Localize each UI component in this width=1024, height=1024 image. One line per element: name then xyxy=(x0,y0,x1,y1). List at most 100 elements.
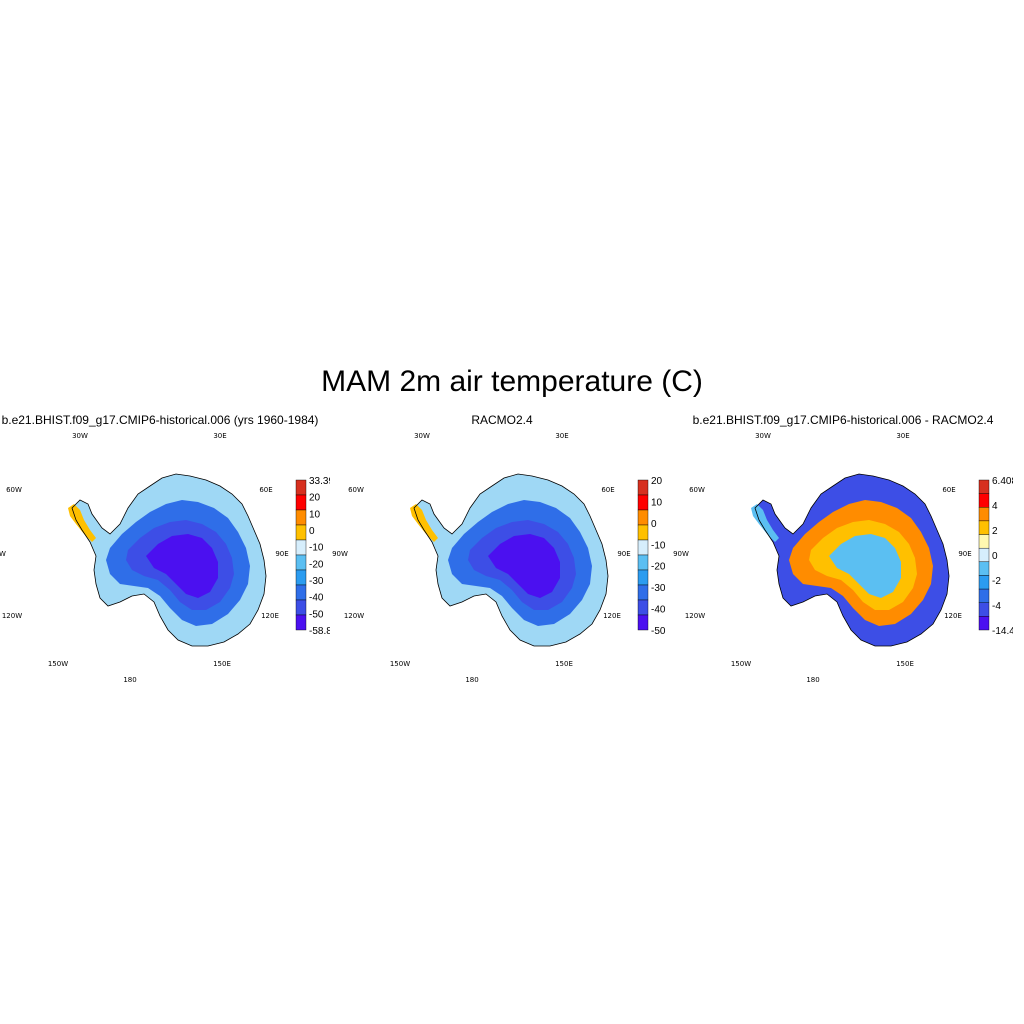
longitude-label: 150W xyxy=(48,660,68,668)
colorbar-label: -20 xyxy=(309,559,324,570)
longitude-label: 60E xyxy=(601,486,614,494)
colorbar-label: -14.428 xyxy=(992,626,1013,637)
longitude-label: 30E xyxy=(896,432,909,440)
colorbar-label: -30 xyxy=(651,583,666,594)
coastline xyxy=(71,473,267,647)
colorbar-swatch xyxy=(295,539,307,556)
longitude-label: 60E xyxy=(942,486,955,494)
temperature-field-core xyxy=(829,534,901,598)
colorbar-label: 0 xyxy=(992,551,998,562)
colorbar-swatch xyxy=(295,494,307,511)
colorbar-swatch xyxy=(637,539,649,556)
colorbar-swatch xyxy=(978,588,990,603)
colorbar-label: -20 xyxy=(651,562,666,573)
coastline xyxy=(754,473,950,647)
colorbar-swatch xyxy=(295,599,307,616)
map-plot: 30W 30E 60W 60E 90W 90E 120W 120E 150W 150E 180 33.… xyxy=(0,432,330,682)
colorbar-swatch xyxy=(637,584,649,601)
colorbar-label: 10 xyxy=(309,509,321,520)
antarctica-map xyxy=(751,473,950,647)
longitude-label: 120E xyxy=(603,612,621,620)
antarctica-map xyxy=(68,473,267,647)
longitude-label: 30W xyxy=(755,432,771,440)
colorbar-swatch xyxy=(978,602,990,617)
colorbar-label: 20 xyxy=(309,493,321,504)
colorbar-swatch xyxy=(295,569,307,586)
colorbar-swatch xyxy=(295,554,307,571)
colorbar-swatch xyxy=(978,507,990,522)
longitude-label: 30W xyxy=(414,432,430,440)
longitude-label: 150E xyxy=(555,660,573,668)
colorbar-swatch xyxy=(637,524,649,541)
longitude-label: 120W xyxy=(344,612,364,620)
colorbar-label: 6.408 xyxy=(992,476,1013,487)
colorbar-label: -50 xyxy=(309,609,324,620)
longitude-label: 120W xyxy=(685,612,705,620)
colorbar-swatch xyxy=(637,479,649,496)
temperature-field-core xyxy=(488,534,560,598)
colorbar-swatch xyxy=(978,547,990,563)
colorbar-label: 4 xyxy=(992,501,998,512)
longitude-label: 150E xyxy=(896,660,914,668)
colorbar-label: 0 xyxy=(309,526,315,537)
colorbar-swatch xyxy=(978,616,990,631)
colorbar-label: -30 xyxy=(309,576,324,587)
longitude-label: 60W xyxy=(6,486,22,494)
longitude-label: 150W xyxy=(390,660,410,668)
colorbar-label: 2 xyxy=(992,526,998,537)
colorbar-label: -2 xyxy=(992,576,1001,587)
colorbar-swatch xyxy=(978,575,990,590)
temperature-field-peninsula xyxy=(410,504,438,542)
longitude-label: 30W xyxy=(72,432,88,440)
panel-title: b.e21.BHIST.f09_g17.CMIP6-historical.006… xyxy=(692,413,994,427)
panel-model: b.e21.BHIST.f09_g17.CMIP6-historical.006… xyxy=(0,412,330,682)
temperature-field-peninsula xyxy=(751,504,779,542)
figure-title: MAM 2m air temperature (C) xyxy=(321,365,703,398)
colorbar-swatch xyxy=(295,524,307,541)
longitude-label: 180 xyxy=(465,676,478,682)
coastline xyxy=(413,473,609,647)
colorbar-label: -58.85 xyxy=(309,626,330,637)
colorbar-label: -40 xyxy=(651,605,666,616)
colorbar-label: -10 xyxy=(309,543,324,554)
longitude-label: 90W xyxy=(332,550,348,558)
colorbar-swatch xyxy=(978,561,990,576)
colorbar: 6.408 4 2 0 -2 -4 -14.428 xyxy=(978,476,1013,637)
colorbar-swatch xyxy=(637,569,649,586)
colorbar-swatch xyxy=(637,509,649,526)
colorbar: 20 10 0 -10 -20 -30 -40 -50 xyxy=(637,476,666,637)
longitude-label: 180 xyxy=(806,676,819,682)
colorbar-swatch xyxy=(637,494,649,511)
longitude-label: 180 xyxy=(123,676,136,682)
longitude-label: 120E xyxy=(944,612,962,620)
colorbar-label: 20 xyxy=(651,476,663,487)
longitude-label: 120W xyxy=(2,612,22,620)
longitude-label: 60W xyxy=(348,486,364,494)
colorbar-label: 10 xyxy=(651,497,663,508)
temperature-field-core xyxy=(146,534,218,598)
colorbar-swatch xyxy=(295,509,307,526)
colorbar-swatch xyxy=(295,584,307,601)
longitude-label: 90E xyxy=(617,550,630,558)
longitude-label: 120E xyxy=(261,612,279,620)
colorbar-swatch xyxy=(637,599,649,616)
temperature-field-peninsula xyxy=(68,504,96,542)
colorbar-swatch xyxy=(637,554,649,571)
panel-racmo: RACMO2.4 30W 30E 60W 60E 90W 90E 120W 120E 150W 1… xyxy=(332,412,672,682)
colorbar-label: -4 xyxy=(992,601,1001,612)
colorbar-label: 33.39 xyxy=(309,476,330,487)
longitude-label: 60E xyxy=(259,486,272,494)
colorbar-swatch xyxy=(978,493,990,508)
colorbar-label: -10 xyxy=(651,540,666,551)
colorbar-swatch xyxy=(295,479,307,496)
map-plot: 30W 30E 60W 60E 90W 90E 120W 120E 150W 150E 180 20 1… xyxy=(332,432,666,682)
longitude-label: 30E xyxy=(555,432,568,440)
longitude-label: 150W xyxy=(731,660,751,668)
longitude-label: 60W xyxy=(689,486,705,494)
map-plot: 30W 30E 60W 60E 90W 90E 120W 120E 150W 150E 180 6.4… xyxy=(673,432,1013,682)
colorbar-label: -50 xyxy=(651,626,666,637)
colorbar: 33.39 20 10 0 -10 -20 -30 -40 -50 -58.85 xyxy=(295,476,330,637)
colorbar-swatch xyxy=(978,534,990,549)
colorbar-swatch xyxy=(978,520,990,535)
colorbar-label: -40 xyxy=(309,593,324,604)
